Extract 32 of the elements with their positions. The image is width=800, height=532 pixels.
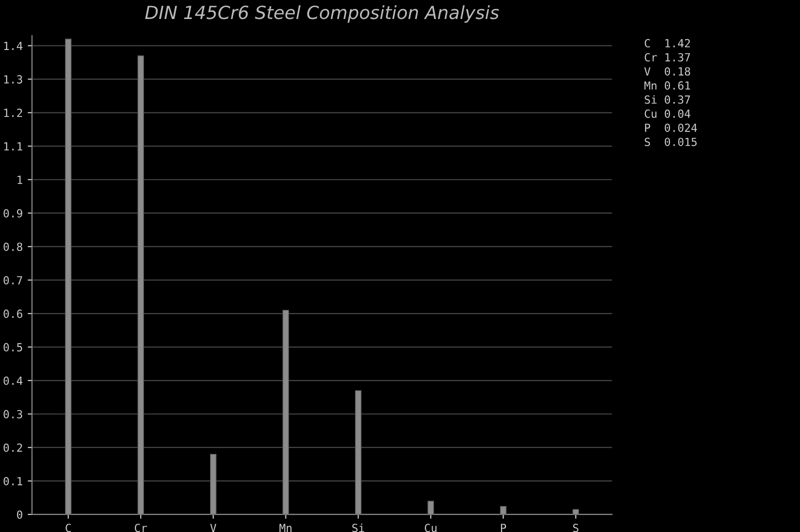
x-tick-label: V [210,524,216,532]
y-tick-label: 0.7 [4,276,22,284]
x-tick-label: Si [352,524,364,532]
text: V 0.18 [644,67,690,76]
y-tick-label: 0.2 [4,443,22,452]
x-tick-label: S [573,524,578,532]
y-tick-label: 1.4 [4,42,22,50]
chart-title: DIN 145Cr6 Steel Composition Analysis [145,5,499,23]
text: Cr 1.37 [644,53,690,62]
text: Cu 0.04 [644,109,690,118]
y-tick-label: 0 [17,510,22,519]
x-tick-label: Mn [280,524,292,532]
x-tick-label: Cr [134,524,148,532]
y-tick-label: 0.8 [4,242,22,251]
y-tick-label: 0.1 [4,476,22,486]
y-tick-label: 0.4 [4,376,22,385]
text: Si 0.37 [644,95,690,104]
y-tick-label: 1.3 [4,75,22,84]
x-tick-label: Cu [424,524,436,532]
y-tick-label: 0.5 [4,343,22,352]
text: Mn 0.61 [644,81,690,90]
text: S 0.015 [644,138,697,146]
text: C 1.42 [644,39,690,48]
x-tick-label: P [500,524,506,532]
text: P 0.024 [645,124,697,132]
y-tick-label: 1.2 [4,108,22,117]
y-tick-label: 0.9 [4,209,22,218]
y-tick-label: 1.1 [4,142,22,150]
y-tick-label: 1 [18,176,22,184]
y-tick-label: 0.6 [4,310,22,318]
x-tick-label: C [66,524,71,532]
y-tick-label: 0.3 [4,410,22,418]
